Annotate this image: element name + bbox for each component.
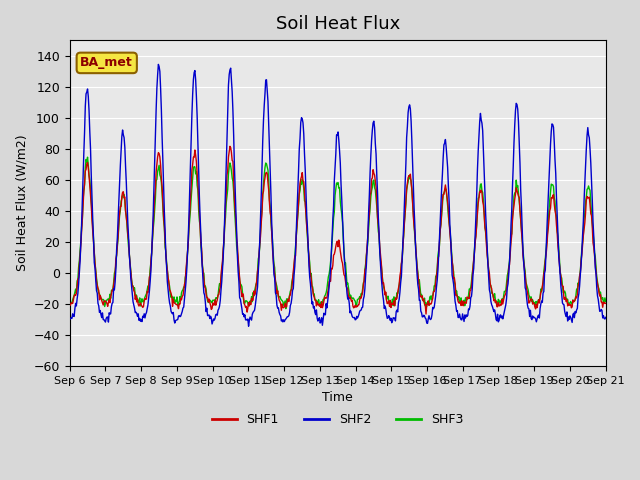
X-axis label: Time: Time: [323, 391, 353, 404]
Title: Soil Heat Flux: Soil Heat Flux: [276, 15, 400, 33]
Legend: SHF1, SHF2, SHF3: SHF1, SHF2, SHF3: [207, 408, 468, 432]
Y-axis label: Soil Heat Flux (W/m2): Soil Heat Flux (W/m2): [15, 135, 28, 271]
Text: BA_met: BA_met: [81, 57, 133, 70]
